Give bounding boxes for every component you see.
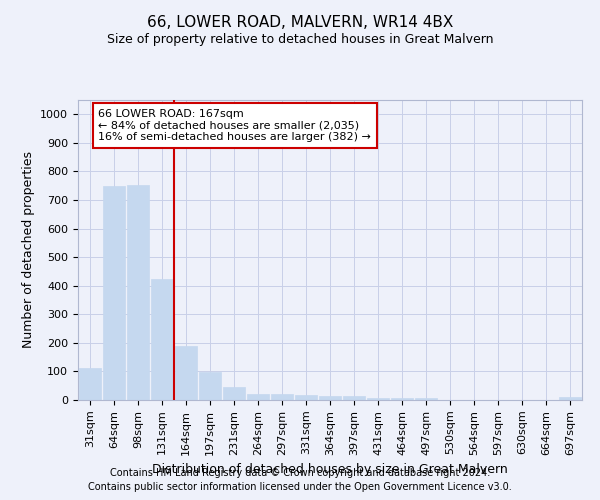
Bar	[415, 398, 437, 400]
Bar	[271, 394, 293, 400]
Bar	[151, 279, 173, 400]
Bar	[223, 388, 245, 400]
Bar	[559, 398, 581, 400]
Text: 66, LOWER ROAD, MALVERN, WR14 4BX: 66, LOWER ROAD, MALVERN, WR14 4BX	[147, 15, 453, 30]
Bar	[247, 394, 269, 400]
Bar	[343, 396, 365, 400]
Bar	[127, 185, 149, 400]
Y-axis label: Number of detached properties: Number of detached properties	[22, 152, 35, 348]
Bar	[79, 368, 101, 400]
Text: Contains HM Land Registry data © Crown copyright and database right 2024.: Contains HM Land Registry data © Crown c…	[110, 468, 490, 477]
X-axis label: Distribution of detached houses by size in Great Malvern: Distribution of detached houses by size …	[152, 463, 508, 476]
Bar	[103, 186, 125, 400]
Text: 66 LOWER ROAD: 167sqm
← 84% of detached houses are smaller (2,035)
16% of semi-d: 66 LOWER ROAD: 167sqm ← 84% of detached …	[98, 109, 371, 142]
Bar	[175, 346, 197, 400]
Bar	[319, 396, 341, 400]
Text: Contains public sector information licensed under the Open Government Licence v3: Contains public sector information licen…	[88, 482, 512, 492]
Bar	[391, 398, 413, 400]
Bar	[199, 372, 221, 400]
Bar	[367, 398, 389, 400]
Bar	[295, 396, 317, 400]
Text: Size of property relative to detached houses in Great Malvern: Size of property relative to detached ho…	[107, 32, 493, 46]
